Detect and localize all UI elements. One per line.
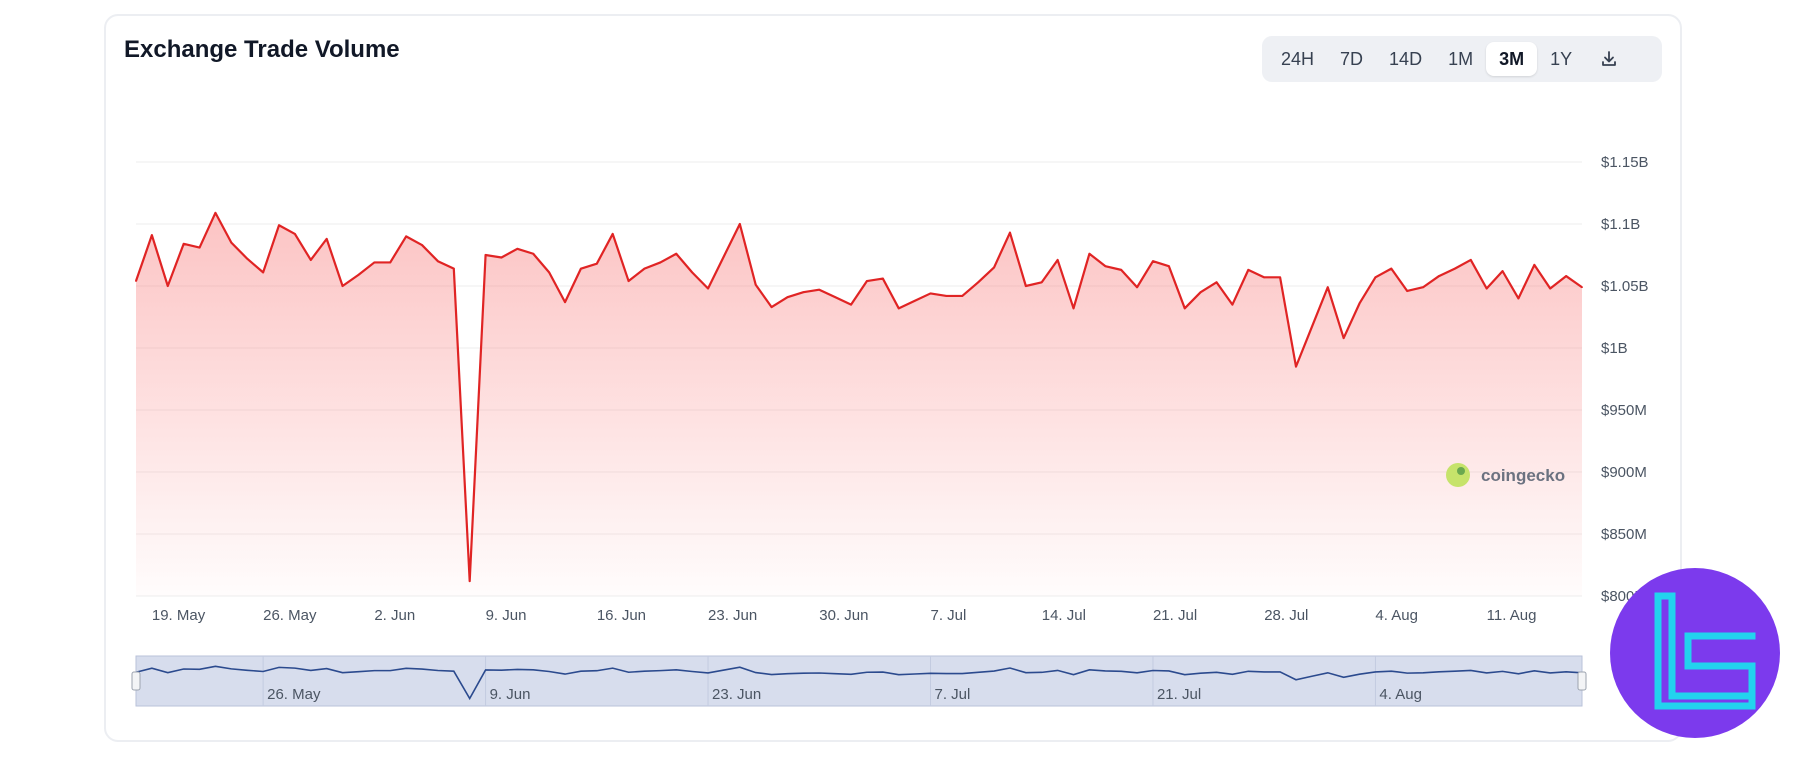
x-tick-label: 28. Jul [1264, 607, 1308, 624]
chart-title: Exchange Trade Volume [124, 36, 400, 63]
volume-area [136, 212, 1582, 596]
range-14d-button[interactable]: 14D [1376, 42, 1435, 76]
navigator-label: 4. Aug [1379, 686, 1422, 703]
brand-logo-icon [1654, 592, 1756, 710]
download-icon [1602, 51, 1617, 66]
range-3m-button[interactable]: 3M [1486, 42, 1538, 76]
navigator: 26. May 9. Jun 23. Jun 7. Jul 21. Jul 4. Aug [131, 655, 1587, 707]
x-tick-label: 23. Jun [708, 607, 757, 624]
volume-line [134, 211, 1583, 583]
navigator-grid [262, 656, 1376, 706]
coingecko-logo-icon [1446, 463, 1470, 487]
watermark: coingecko [1446, 463, 1565, 487]
x-tick-label: 30. Jun [819, 607, 868, 624]
navigator-selection[interactable] [135, 655, 1583, 707]
x-tick-label: 7. Jul [931, 607, 967, 624]
x-tick-label: 2. Jun [374, 607, 415, 624]
x-tick-label: 19. May [152, 607, 206, 624]
x-tick-label: 11. Aug [1487, 607, 1537, 624]
navigator-label: 23. Jun [712, 686, 761, 703]
y-tick-label: $1.15B [1601, 154, 1649, 171]
site-logo [1610, 568, 1780, 738]
range-24h-button[interactable]: 24H [1268, 42, 1327, 76]
navigator-label: 9. Jun [490, 686, 531, 703]
y-tick-label: $1B [1601, 340, 1628, 357]
x-tick-label: 4. Aug [1375, 607, 1418, 624]
x-tick-label: 21. Jul [1153, 607, 1197, 624]
navigator-right-handle[interactable] [1577, 671, 1587, 691]
y-tick-label: $900M [1601, 464, 1647, 481]
navigator-label: 26. May [267, 686, 321, 703]
y-tick-label: $1.1B [1601, 216, 1640, 233]
watermark-text: coingecko [1481, 466, 1565, 485]
x-tick-label: 16. Jun [597, 607, 646, 624]
x-tick-label: 9. Jun [486, 607, 527, 624]
time-range-selector: 24H 7D 14D 1M 3M 1Y [1262, 36, 1662, 82]
navigator-left-handle[interactable] [131, 671, 141, 691]
download-button[interactable] [1589, 42, 1629, 76]
coingecko-logo-eye [1457, 467, 1465, 475]
range-7d-button[interactable]: 7D [1327, 42, 1376, 76]
y-tick-label: $1.05B [1601, 278, 1649, 295]
y-tick-label: $950M [1601, 402, 1647, 419]
range-1m-button[interactable]: 1M [1435, 42, 1486, 76]
navigator-label: 21. Jul [1157, 686, 1201, 703]
navigator-line [135, 665, 1583, 701]
range-1y-button[interactable]: 1Y [1537, 42, 1585, 76]
navigator-labels: 26. May 9. Jun 23. Jun 7. Jul 21. Jul 4. Aug [267, 686, 1422, 703]
x-axis-labels: 19. May 26. May 2. Jun 9. Jun 16. Jun 23. Jun… [152, 607, 1537, 624]
x-tick-label: 26. May [263, 607, 317, 624]
x-tick-label: 14. Jul [1042, 607, 1086, 624]
y-axis-labels: $800M$850M$900M$950M$1B$1.05B$1.1B$1.15B [1601, 154, 1649, 605]
navigator-label: 7. Jul [935, 686, 971, 703]
y-tick-label: $850M [1601, 526, 1647, 543]
